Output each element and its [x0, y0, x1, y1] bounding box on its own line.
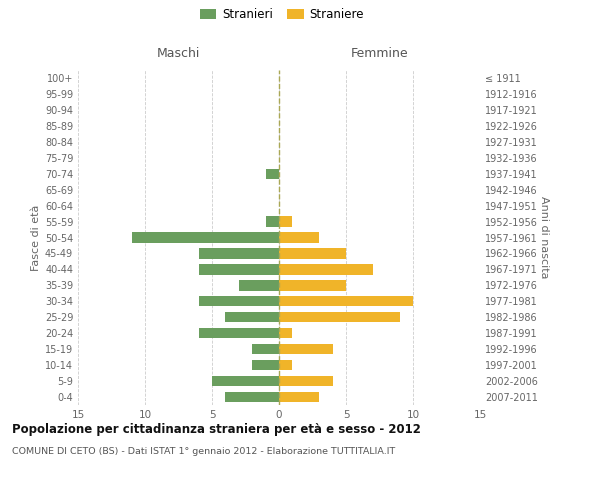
Bar	[239, 280, 279, 290]
Bar	[199, 248, 279, 258]
Bar	[266, 168, 279, 179]
Legend: Stranieri, Straniere: Stranieri, Straniere	[200, 8, 364, 22]
Bar	[266, 216, 279, 226]
Bar	[279, 360, 292, 370]
Bar	[279, 328, 292, 338]
Text: Femmine: Femmine	[350, 48, 409, 60]
Bar	[279, 232, 319, 242]
Bar	[279, 312, 400, 322]
Y-axis label: Anni di nascita: Anni di nascita	[539, 196, 549, 279]
Text: COMUNE DI CETO (BS) - Dati ISTAT 1° gennaio 2012 - Elaborazione TUTTITALIA.IT: COMUNE DI CETO (BS) - Dati ISTAT 1° genn…	[12, 448, 395, 456]
Bar	[199, 328, 279, 338]
Bar	[199, 296, 279, 306]
Bar	[199, 264, 279, 274]
Bar	[279, 392, 319, 402]
Y-axis label: Fasce di età: Fasce di età	[31, 204, 41, 270]
Bar	[226, 392, 279, 402]
Bar	[279, 280, 346, 290]
Bar	[279, 248, 346, 258]
Bar	[131, 232, 279, 242]
Bar	[279, 344, 332, 354]
Bar	[212, 376, 279, 386]
Text: Maschi: Maschi	[157, 48, 200, 60]
Text: Popolazione per cittadinanza straniera per età e sesso - 2012: Popolazione per cittadinanza straniera p…	[12, 422, 421, 436]
Bar	[252, 360, 279, 370]
Bar	[226, 312, 279, 322]
Bar	[279, 216, 292, 226]
Bar	[279, 296, 413, 306]
Bar	[252, 344, 279, 354]
Bar	[279, 376, 332, 386]
Bar	[279, 264, 373, 274]
